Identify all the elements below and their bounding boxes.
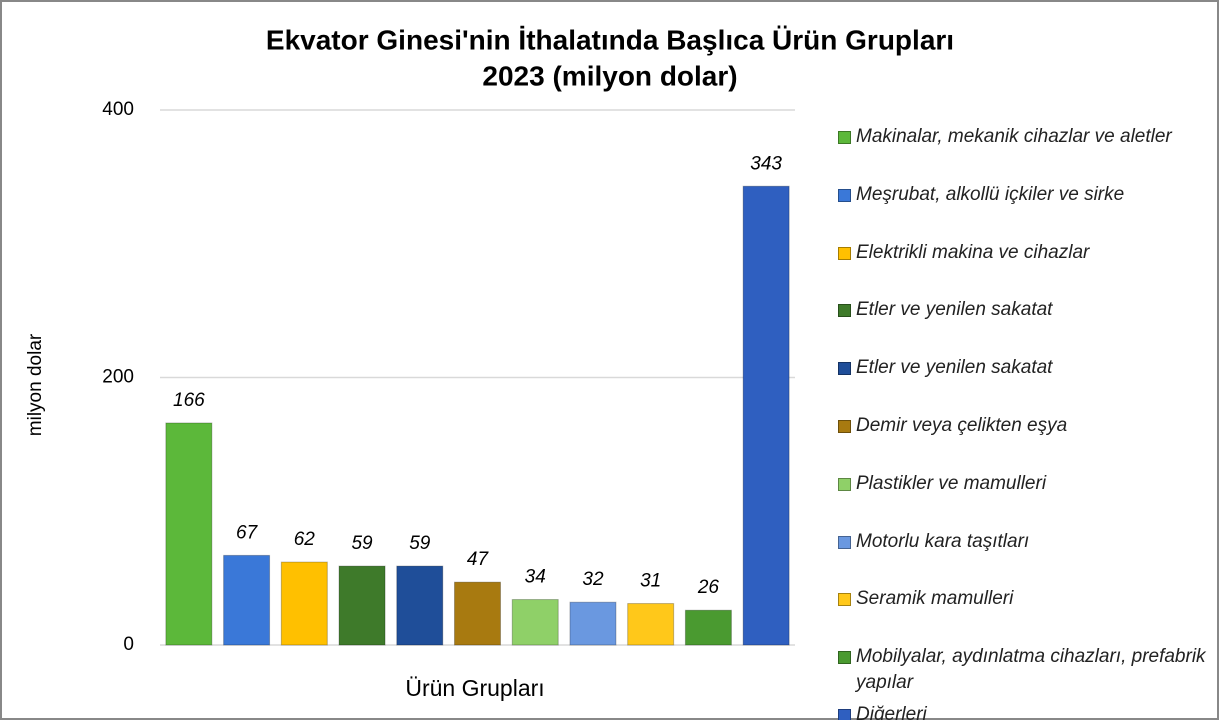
- data-label: 59: [409, 533, 431, 554]
- legend-entry: Seramik mamulleri: [838, 586, 1208, 612]
- legend-label: Etler ve yenilen sakatat: [856, 299, 1053, 321]
- legend-swatch: [838, 188, 851, 202]
- legend-label: Plastikler ve mamulleri: [856, 472, 1047, 494]
- legend-entry: Meşrubat, alkollü içkiler ve sirke: [838, 182, 1208, 208]
- legend-label: Etler ve yenilen sakatat: [856, 357, 1053, 379]
- legend-entry: Mobilyalar, aydınlatma cihazları, prefab…: [838, 644, 1208, 696]
- legend-swatch: [838, 131, 851, 144]
- data-label: 62: [294, 529, 316, 550]
- bar: [569, 601, 617, 646]
- y-tick-label: 400: [102, 99, 134, 120]
- bar: [223, 554, 271, 646]
- legend-label: Mobilyalar, aydınlatma cihazları, prefab…: [856, 646, 1206, 694]
- legend-swatch: [838, 304, 851, 318]
- legend-swatch: [838, 246, 851, 260]
- legend-label: Diğerleri: [856, 704, 927, 720]
- data-label: 34: [525, 567, 546, 588]
- legend-label: Meşrubat, alkollü içkiler ve sirke: [856, 183, 1125, 205]
- legend-label: Demir veya çelikten eşya: [856, 415, 1068, 436]
- data-label: 47: [467, 549, 490, 570]
- legend-entry: Demir veya çelikten eşya: [838, 413, 1208, 439]
- legend-swatch: [838, 651, 851, 665]
- legend-entry: Plastikler ve mamulleri: [838, 471, 1208, 497]
- y-tick-label: 200: [102, 367, 134, 388]
- legend-label: Makinalar, mekanik cihazlar ve aletler: [856, 126, 1172, 147]
- x-axis-label: Ürün Grupları: [405, 675, 544, 701]
- y-tick-label: 0: [123, 634, 134, 655]
- legend-entry: Etler ve yenilen sakatat: [838, 355, 1208, 381]
- legend-swatch: [838, 362, 851, 376]
- bar: [454, 581, 501, 646]
- legend-entry: Diğerleri: [838, 702, 1208, 720]
- legend-swatch: [838, 420, 851, 433]
- bar: [511, 599, 559, 646]
- legend-entry: Elektrikli makina ve cihazlar: [838, 240, 1208, 266]
- data-label: 166: [173, 390, 205, 411]
- legend-swatch: [838, 593, 851, 607]
- bar: [627, 603, 675, 646]
- data-label: 343: [750, 153, 782, 174]
- legend-swatch: [838, 477, 851, 491]
- legend-label: Elektrikli makina ve cihazlar: [856, 241, 1090, 263]
- chart-title: Ekvator Ginesi'nin İthalatında Başlıca Ü…: [266, 24, 954, 55]
- bar: [684, 609, 732, 646]
- bar: [280, 561, 328, 646]
- legend-label: Seramik mamulleri: [856, 588, 1014, 610]
- bar: [396, 565, 444, 646]
- data-label: 59: [351, 533, 373, 554]
- y-axis-label: milyon dolar: [25, 333, 46, 436]
- legend-label: Motorlu kara taşıtları: [856, 530, 1030, 552]
- legend-entry: Makinalar, mekanik cihazlar ve aletler: [838, 124, 1208, 150]
- bar: [338, 565, 386, 646]
- chart-subtitle: 2023 (milyon dolar): [482, 60, 737, 91]
- bar: [165, 422, 213, 646]
- data-label: 67: [236, 522, 259, 543]
- bar: [742, 185, 790, 646]
- legend-entry: Motorlu kara taşıtları: [838, 529, 1208, 555]
- data-label: 26: [697, 577, 720, 598]
- legend-swatch: [838, 535, 851, 549]
- legend-swatch: [838, 709, 851, 720]
- data-label: 32: [582, 569, 604, 590]
- data-label: 31: [640, 571, 661, 592]
- legend-entry: Etler ve yenilen sakatat: [838, 297, 1208, 323]
